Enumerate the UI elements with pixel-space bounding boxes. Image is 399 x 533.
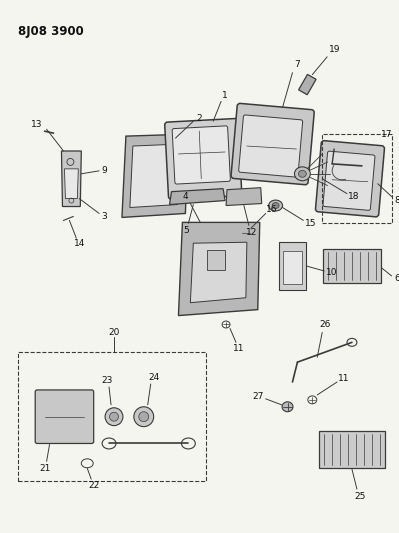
Ellipse shape: [298, 171, 306, 177]
Text: 10: 10: [326, 269, 338, 278]
Polygon shape: [130, 144, 180, 207]
Text: 9: 9: [101, 166, 107, 175]
Text: 13: 13: [31, 120, 42, 129]
FancyBboxPatch shape: [231, 103, 314, 185]
Polygon shape: [190, 242, 247, 303]
Text: 23: 23: [101, 376, 113, 384]
Ellipse shape: [110, 412, 119, 421]
Ellipse shape: [269, 200, 282, 211]
Text: 6: 6: [395, 274, 399, 284]
FancyBboxPatch shape: [323, 151, 375, 211]
Ellipse shape: [134, 407, 154, 426]
FancyBboxPatch shape: [165, 118, 242, 199]
Text: 24: 24: [148, 373, 159, 382]
Ellipse shape: [139, 412, 149, 422]
Text: 22: 22: [89, 481, 100, 490]
Text: 12: 12: [246, 228, 257, 237]
Text: 8J08 3900: 8J08 3900: [18, 25, 84, 38]
FancyBboxPatch shape: [239, 115, 302, 177]
Bar: [298, 75, 316, 95]
Polygon shape: [279, 242, 306, 290]
Text: 21: 21: [39, 464, 50, 473]
FancyBboxPatch shape: [172, 126, 230, 184]
Text: 5: 5: [184, 226, 189, 235]
Text: 4: 4: [183, 192, 188, 201]
Bar: [207, 250, 225, 270]
Bar: [322, 134, 391, 223]
Ellipse shape: [272, 203, 279, 208]
Text: 18: 18: [348, 192, 359, 201]
Text: 3: 3: [101, 212, 107, 221]
Ellipse shape: [105, 408, 123, 426]
Text: 19: 19: [329, 45, 341, 54]
Polygon shape: [226, 188, 262, 206]
Polygon shape: [122, 134, 188, 217]
Polygon shape: [170, 189, 225, 205]
Text: 15: 15: [304, 219, 316, 228]
Polygon shape: [65, 169, 78, 199]
Text: 8: 8: [395, 196, 399, 205]
Bar: [319, 431, 385, 469]
Text: 17: 17: [381, 130, 392, 139]
Text: 25: 25: [354, 491, 365, 500]
Ellipse shape: [294, 167, 310, 181]
Text: 16: 16: [266, 205, 277, 214]
Bar: [323, 249, 381, 283]
Ellipse shape: [282, 402, 293, 412]
Polygon shape: [178, 222, 260, 316]
FancyBboxPatch shape: [35, 390, 94, 443]
Text: 7: 7: [294, 60, 300, 69]
Text: 11: 11: [338, 374, 350, 383]
Text: 20: 20: [108, 328, 120, 337]
Polygon shape: [61, 151, 81, 206]
Bar: [18, 352, 206, 481]
Text: 1: 1: [222, 91, 228, 100]
Polygon shape: [282, 251, 302, 284]
Text: 14: 14: [74, 239, 85, 248]
Text: 2: 2: [196, 114, 202, 123]
FancyBboxPatch shape: [316, 141, 385, 217]
Text: 27: 27: [252, 392, 263, 401]
Text: 11: 11: [233, 344, 245, 353]
Text: 26: 26: [320, 320, 331, 329]
